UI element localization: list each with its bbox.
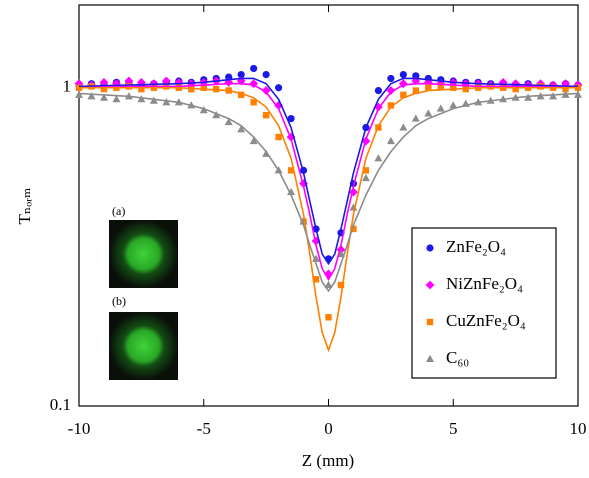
point	[511, 79, 521, 89]
point	[237, 125, 246, 133]
legend-label: ZnFe₂O₄	[446, 237, 506, 256]
point	[162, 98, 171, 106]
point	[399, 123, 408, 131]
plot-area	[74, 64, 583, 353]
point	[424, 109, 433, 117]
point	[249, 136, 258, 145]
point	[236, 76, 246, 86]
y-axis-label: Tₙₒᵣₘ	[15, 188, 34, 225]
inset-image	[109, 312, 178, 380]
x-tick-label: -5	[197, 419, 211, 438]
point	[399, 70, 407, 79]
inset-label: (a)	[112, 204, 125, 218]
point	[436, 104, 445, 112]
point	[124, 76, 134, 86]
point	[287, 187, 296, 196]
point	[386, 136, 395, 145]
point	[411, 114, 420, 122]
point	[261, 86, 271, 95]
legend-marker	[426, 318, 434, 326]
x-tick-label: 10	[570, 419, 587, 438]
point	[325, 314, 332, 321]
point	[549, 92, 558, 100]
legend-marker	[425, 280, 435, 290]
inset-a: (a)	[109, 204, 178, 288]
point	[99, 93, 108, 101]
point	[112, 79, 121, 89]
legend: ZnFe₂O₄ NiZnFe₂O₄ CuZnFe₂O₄ C₆₀	[411, 227, 557, 379]
point	[387, 74, 395, 83]
legend-label: NiZnFe₂O₄	[446, 274, 523, 293]
legend-marker	[426, 244, 434, 252]
fit-line	[79, 86, 578, 353]
point	[249, 79, 259, 89]
x-axis-label: Z (mm)	[302, 451, 354, 470]
point	[99, 77, 109, 87]
x-tick-label: -10	[68, 419, 91, 438]
point	[174, 77, 184, 87]
point	[237, 70, 245, 79]
legend-box	[411, 227, 557, 379]
point	[287, 115, 295, 123]
point	[425, 84, 432, 91]
point	[75, 90, 83, 98]
y-tick-label: 0.1	[50, 395, 71, 414]
legend-label: CuZnFe₂O₄	[446, 311, 526, 330]
legend-label: C₆₀	[446, 348, 469, 367]
point	[87, 92, 96, 100]
point	[524, 93, 533, 101]
point	[386, 86, 396, 95]
point	[149, 96, 158, 104]
legend-marker	[426, 354, 434, 362]
point	[275, 84, 283, 92]
inset-image	[109, 220, 178, 288]
x-tick-label: 5	[449, 419, 458, 438]
point	[224, 117, 233, 126]
point	[387, 102, 395, 109]
inset-label: (b)	[112, 294, 126, 308]
point	[449, 101, 458, 109]
point	[361, 173, 370, 182]
point	[112, 95, 121, 103]
point	[262, 111, 270, 119]
point	[324, 280, 333, 289]
point	[574, 90, 582, 98]
fit-line	[78, 92, 579, 293]
point	[349, 187, 358, 197]
inset-b: (b)	[109, 294, 178, 380]
point	[374, 154, 383, 162]
x-tick-label: 0	[324, 419, 333, 438]
fit-line	[78, 82, 579, 281]
point	[199, 106, 208, 114]
point	[212, 110, 221, 119]
point	[250, 99, 257, 106]
point	[374, 86, 382, 95]
point	[275, 133, 282, 141]
point	[412, 87, 420, 94]
point	[250, 64, 258, 73]
point	[161, 76, 171, 86]
point	[137, 95, 146, 103]
point	[262, 70, 270, 79]
y-tick-label: 1	[63, 77, 72, 96]
fit-line	[78, 77, 579, 266]
